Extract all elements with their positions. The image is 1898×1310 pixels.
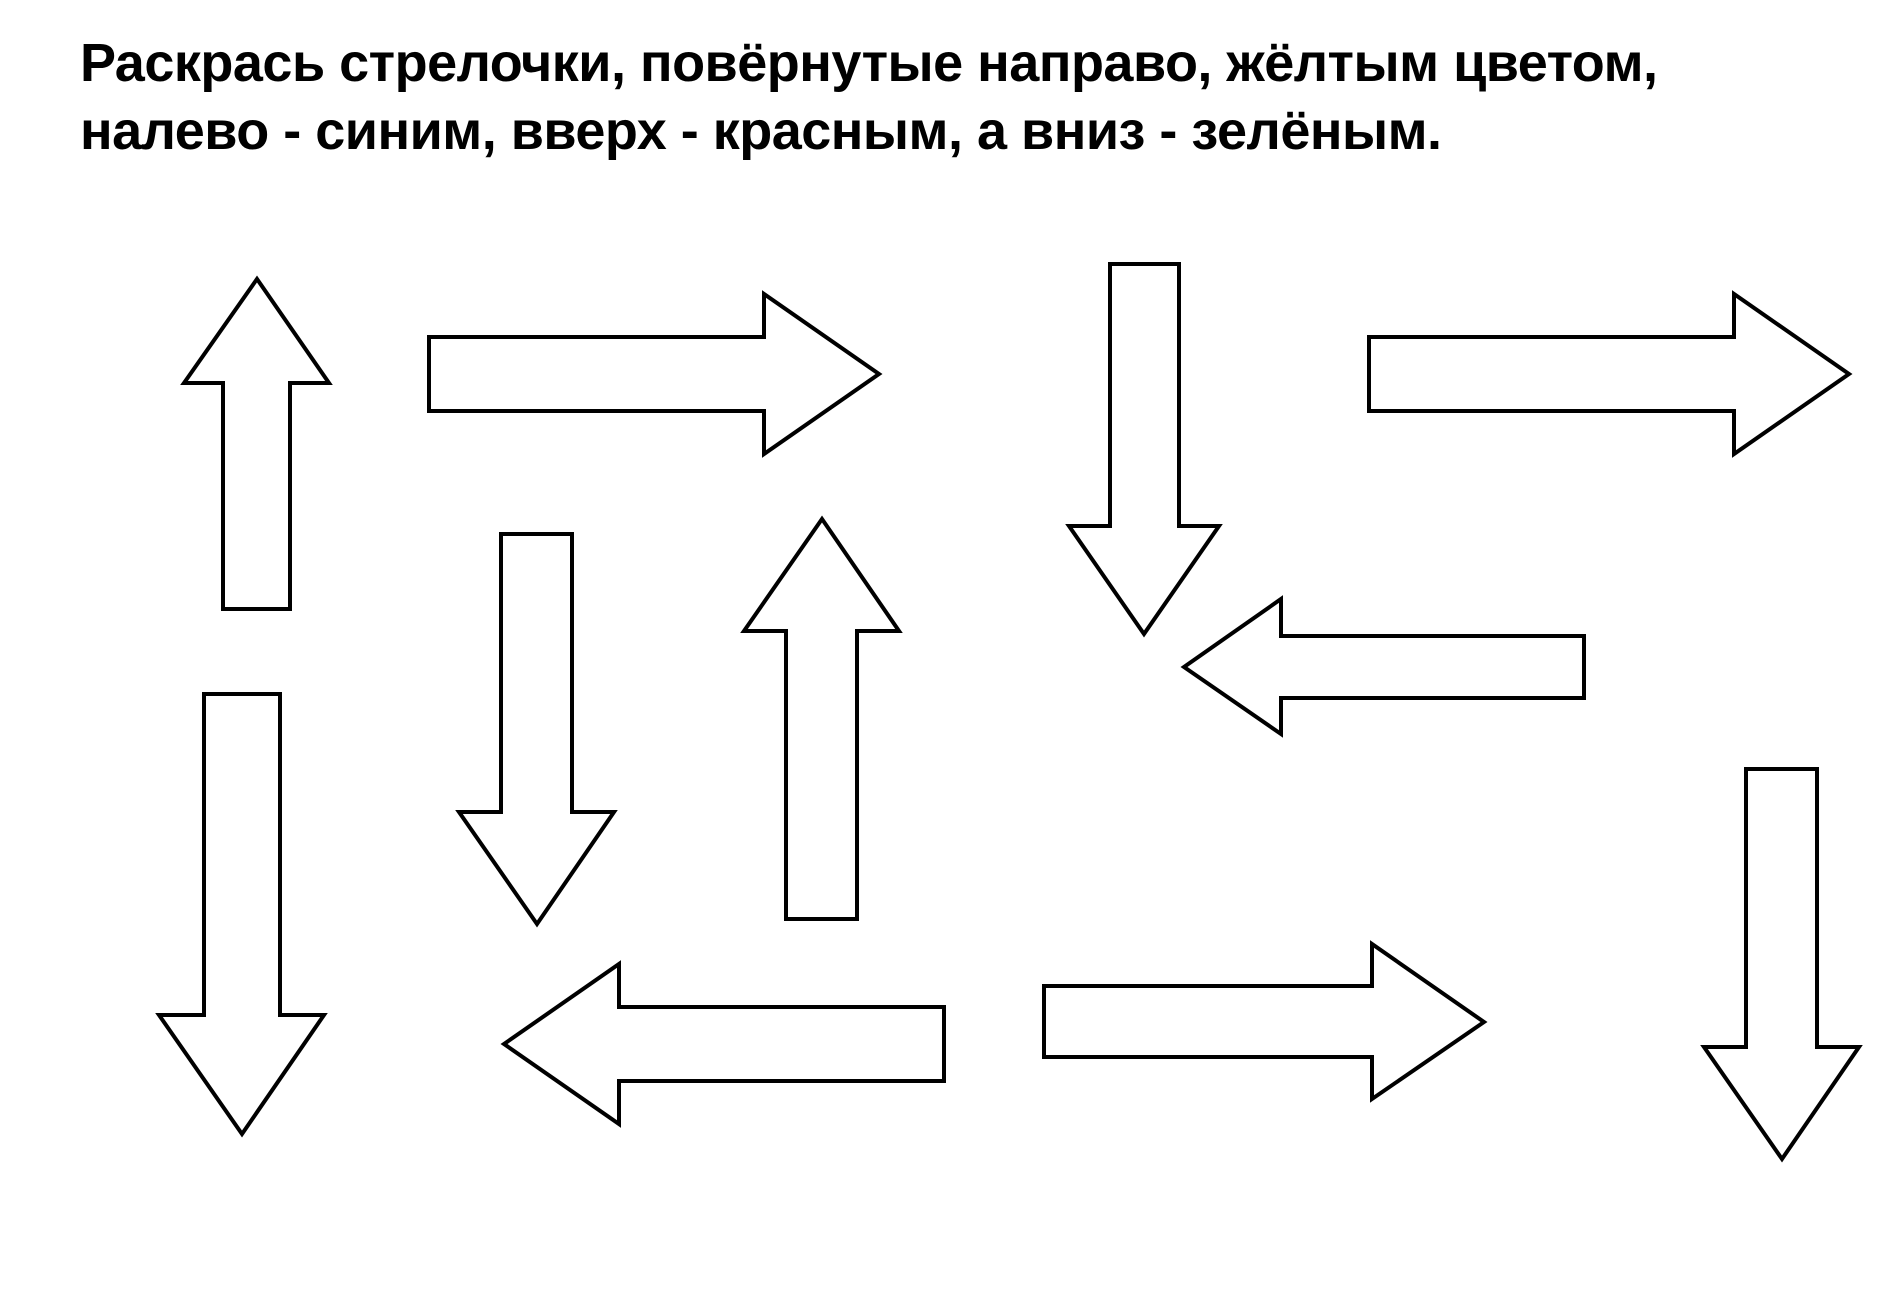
arrow-shape (504, 964, 944, 1124)
instruction-text: Раскрась стрелочки, повёрнутые направо, … (80, 30, 1838, 165)
arrow-shape (159, 694, 324, 1134)
arrow-7-left (1180, 595, 1580, 730)
arrow-3-down (1065, 260, 1215, 630)
arrow-shape (429, 294, 879, 454)
arrow-shape (1369, 294, 1849, 454)
arrow-4-right (1365, 290, 1845, 450)
arrow-8-down (155, 690, 320, 1130)
arrow-shape (184, 279, 329, 609)
arrow-shape (1704, 769, 1859, 1159)
arrow-1-up (180, 275, 325, 605)
arrow-shape (1069, 264, 1219, 634)
arrows-canvas (0, 260, 1898, 1310)
arrow-shape (1184, 599, 1584, 734)
arrow-5-down (455, 530, 610, 920)
arrow-shape (459, 534, 614, 924)
arrow-11-right (1040, 940, 1480, 1095)
arrow-9-down (1700, 765, 1855, 1155)
arrow-shape (1044, 944, 1484, 1099)
arrow-2-right (425, 290, 875, 450)
arrow-6-up (740, 515, 895, 915)
arrow-10-left (500, 960, 940, 1120)
arrow-shape (744, 519, 899, 919)
